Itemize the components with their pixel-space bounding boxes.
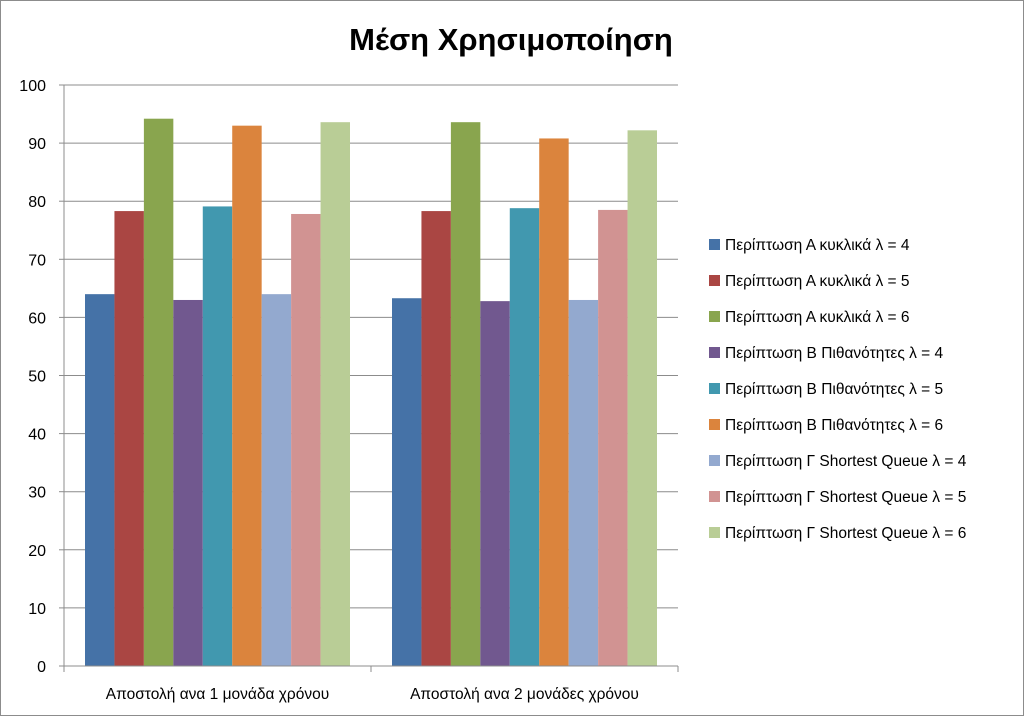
bar [291, 213, 321, 666]
bar [114, 211, 144, 666]
category-label: Αποστολή ανα 1 μονάδα χρόνου [106, 686, 329, 703]
chart-title: Μέση Χρησιμοποίηση [349, 22, 673, 57]
legend-label: Περίπτωση Α κυκλικά λ = 4 [725, 237, 910, 254]
y-axis-ticks: 0 10 20 30 40 50 60 70 80 90 100 [19, 78, 64, 676]
legend-swatch [709, 383, 720, 394]
y-tick-label: 20 [28, 543, 46, 560]
bar [509, 208, 540, 666]
legend-label: Περίπτωση Β Πιθανότητες λ = 6 [725, 417, 943, 434]
category-labels: Αποστολή ανα 1 μονάδα χρόνου Αποστολή ανα… [106, 686, 639, 703]
legend-label: Περίπτωση Γ Shortest Queue λ = 5 [725, 489, 966, 506]
legend-swatch [709, 275, 720, 286]
y-tick-label: 90 [28, 136, 46, 153]
bar [598, 209, 628, 667]
y-tick-label: 0 [37, 659, 46, 676]
y-tick-label: 80 [28, 194, 46, 211]
bar [232, 125, 262, 667]
bar [421, 211, 451, 666]
legend-swatch [709, 419, 720, 430]
legend-label: Περίπτωση Α κυκλικά λ = 6 [725, 309, 910, 326]
category-label: Αποστολή ανα 2 μονάδες χρόνου [410, 686, 639, 703]
legend: Περίπτωση Α κυκλικά λ = 4 Περίπτωση Α κυκ… [709, 237, 967, 542]
legend-swatch [709, 311, 720, 322]
legend-swatch [709, 347, 720, 358]
legend-swatch [709, 527, 720, 538]
bar [143, 118, 174, 666]
legend-swatch [709, 491, 720, 502]
legend-label: Περίπτωση Β Πιθανότητες λ = 4 [725, 345, 944, 362]
bar [85, 294, 115, 666]
y-tick-label: 50 [28, 369, 46, 386]
bar [568, 299, 599, 666]
bar [261, 294, 292, 666]
y-tick-label: 30 [28, 485, 46, 502]
bar [480, 301, 510, 666]
bar [627, 130, 657, 666]
y-tick-label: 10 [28, 601, 46, 618]
legend-label: Περίπτωση Α κυκλικά λ = 5 [725, 273, 910, 290]
bar [320, 122, 350, 666]
y-tick-label: 100 [19, 78, 46, 95]
y-tick-label: 70 [28, 252, 46, 269]
bar [173, 299, 203, 666]
axes [63, 85, 679, 672]
bar [450, 122, 481, 666]
bar [539, 138, 569, 666]
bar [202, 206, 233, 666]
bar [392, 298, 422, 666]
y-tick-label: 40 [28, 427, 46, 444]
legend-label: Περίπτωση Γ Shortest Queue λ = 6 [725, 525, 966, 542]
legend-label: Περίπτωση Γ Shortest Queue λ = 4 [725, 453, 967, 470]
legend-swatch [709, 455, 720, 466]
legend-label: Περίπτωση Β Πιθανότητες λ = 5 [725, 381, 943, 398]
y-tick-label: 60 [28, 310, 46, 327]
bars [85, 118, 657, 667]
legend-swatch [709, 239, 720, 250]
